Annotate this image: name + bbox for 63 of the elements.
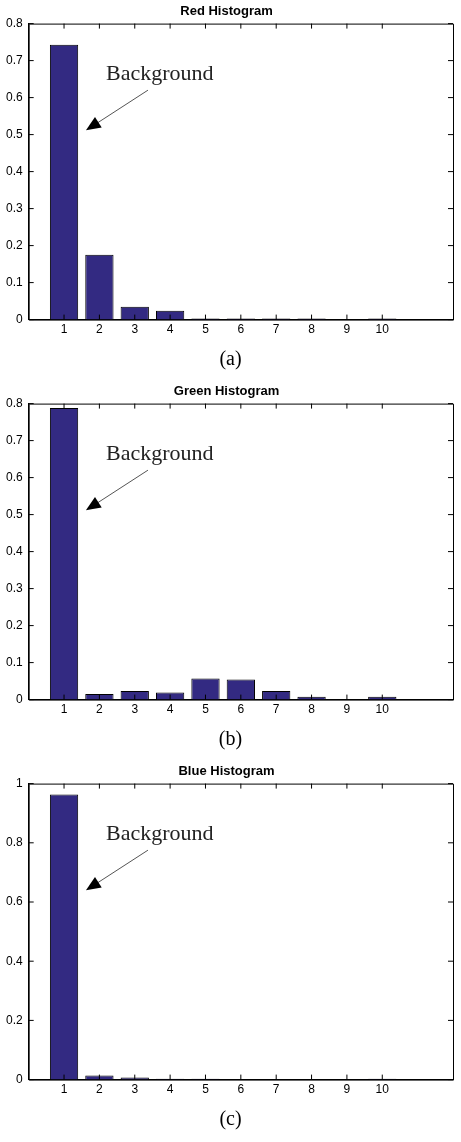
x-tick-label: 5 (202, 702, 210, 717)
x-tick-label: 8 (308, 702, 316, 717)
y-tick-label: 0.4 (5, 163, 23, 178)
x-tick-label: 6 (237, 1082, 245, 1097)
y-tick-label: 0.7 (5, 52, 23, 67)
y-tick-label: 0.4 (5, 543, 23, 558)
y-tick-label: 0 (15, 691, 23, 706)
y-tick-label: 0.1 (5, 654, 23, 669)
x-tick-label: 10 (375, 702, 390, 717)
x-tick-label: 10 (375, 322, 390, 337)
y-tick-label: 0.5 (5, 126, 23, 141)
text: (a) (218, 346, 243, 372)
x-tick-label: 4 (166, 322, 174, 337)
y-tick-label: 0.8 (5, 15, 23, 30)
y-tick-label: 0.3 (5, 580, 23, 595)
x-tick-label: 2 (96, 702, 104, 717)
x-tick-label: 7 (272, 1082, 280, 1097)
y-tick-label: 0.6 (5, 894, 23, 909)
y-tick-label: 0.7 (5, 432, 23, 447)
x-tick-label: 9 (343, 1082, 351, 1097)
y-tick-label: 0.2 (5, 1012, 23, 1027)
x-tick-label: 1 (60, 322, 68, 337)
x-tick-label: 8 (308, 322, 316, 337)
y-tick-label: 0.8 (5, 835, 23, 850)
x-tick-label: 1 (60, 702, 68, 717)
y-tick-label: 0 (15, 1071, 23, 1086)
y-tick-label: 0.5 (5, 506, 23, 521)
x-tick-label: 6 (237, 702, 245, 717)
x-tick-label: 6 (237, 322, 245, 337)
x-tick-label: 9 (343, 322, 351, 337)
annotation: Background (105, 440, 214, 466)
x-tick-label: 2 (96, 1082, 104, 1097)
text: (b) (217, 726, 244, 752)
x-tick-label: 8 (308, 1082, 316, 1097)
y-tick-label: 0.2 (5, 237, 23, 252)
y-tick-label: 0.6 (5, 469, 23, 484)
y-tick-label: 0.8 (5, 395, 23, 410)
y-tick-label: 0 (15, 311, 23, 326)
y-tick-label: 0.6 (5, 89, 23, 104)
annotation: Background (105, 820, 214, 846)
x-tick-label: 3 (131, 322, 139, 337)
x-tick-label: 2 (96, 322, 104, 337)
x-tick-label: 1 (60, 1082, 68, 1097)
text: (c) (218, 1106, 243, 1132)
x-tick-label: 3 (131, 1082, 139, 1097)
x-tick-label: 7 (272, 322, 280, 337)
x-tick-label: 4 (166, 1082, 174, 1097)
x-tick-label: 9 (343, 702, 351, 717)
y-tick-label: 1 (15, 775, 23, 790)
x-tick-label: 3 (131, 702, 139, 717)
x-tick-label: 5 (202, 1082, 210, 1097)
y-tick-label: 0.1 (5, 274, 23, 289)
chart-title: Blue Histogram (178, 763, 275, 779)
chart-title: Green Histogram (173, 383, 280, 399)
chart-title: Red Histogram (180, 3, 273, 19)
x-tick-label: 10 (375, 1082, 390, 1097)
y-tick-label: 0.2 (5, 617, 23, 632)
y-tick-label: 0.3 (5, 200, 23, 215)
x-tick-label: 7 (272, 702, 280, 717)
y-tick-label: 0.4 (5, 953, 23, 968)
x-tick-label: 5 (202, 322, 210, 337)
x-tick-label: 4 (166, 702, 174, 717)
annotation: Background (105, 60, 214, 86)
